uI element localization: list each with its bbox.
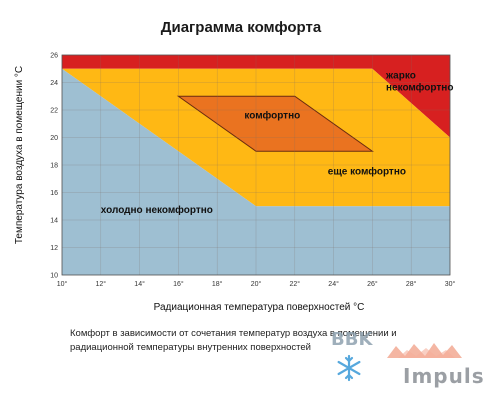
y-tick-label: 20 [50, 135, 58, 142]
x-tick-label: 30° [445, 280, 456, 288]
x-tick-label: 20° [251, 280, 262, 288]
y-tick-label: 24 [50, 80, 58, 87]
x-tick-label: 26° [367, 280, 378, 288]
zone-label: комфортно [244, 109, 300, 121]
y-tick-label: 14 [50, 218, 58, 225]
grid-layer [61, 54, 451, 276]
zone-label: холодно некомфортно [101, 204, 213, 216]
watermark-logo: BBK Impuls [331, 329, 485, 388]
x-axis-label: Радиационная температура поверхностей °С [154, 302, 365, 313]
x-tick-label: 24° [328, 280, 339, 288]
y-tick-label: 22 [50, 108, 58, 115]
caption-line-1: Комфорт в зависимости от сочетания темпе… [70, 328, 397, 339]
axes-layer: 10° 12° 14° 16° 18° 20° 22° 24° 26° 28° 30° 10 12 14 1… [50, 53, 455, 289]
x-tick-label: 12° [96, 280, 107, 288]
zone-label: жарко [385, 70, 416, 81]
y-tick-label: 16 [50, 190, 58, 197]
watermark-name: Impuls [403, 364, 485, 388]
x-tick-label: 16° [173, 280, 184, 288]
watermark-brand: BBK [331, 329, 373, 350]
flame-icon [387, 343, 462, 358]
x-tick-label: 14° [134, 280, 145, 288]
zone-label: некомфортно [386, 81, 453, 93]
zone-холодно-некомфортно [62, 68, 450, 275]
x-tick-label: 18° [212, 280, 223, 288]
y-tick-label: 10 [50, 273, 58, 280]
y-tick-label: 26 [50, 53, 58, 60]
y-axis-label: Температура воздуха в помещении °С [14, 66, 25, 244]
y-tick-label: 18 [50, 163, 58, 170]
chart-title: Диаграмма комфорта [161, 19, 322, 36]
zone-label: еще комфортно [328, 166, 406, 178]
x-tick-label: 10° [57, 280, 68, 288]
y-tick-label: 12 [50, 245, 58, 252]
x-tick-label: 22° [290, 280, 301, 288]
plot-frame [61, 54, 451, 276]
snowflake-icon [337, 354, 361, 382]
caption-line-2: радиационной температуры внутренних пове… [70, 342, 311, 353]
x-tick-label: 28° [406, 280, 417, 288]
